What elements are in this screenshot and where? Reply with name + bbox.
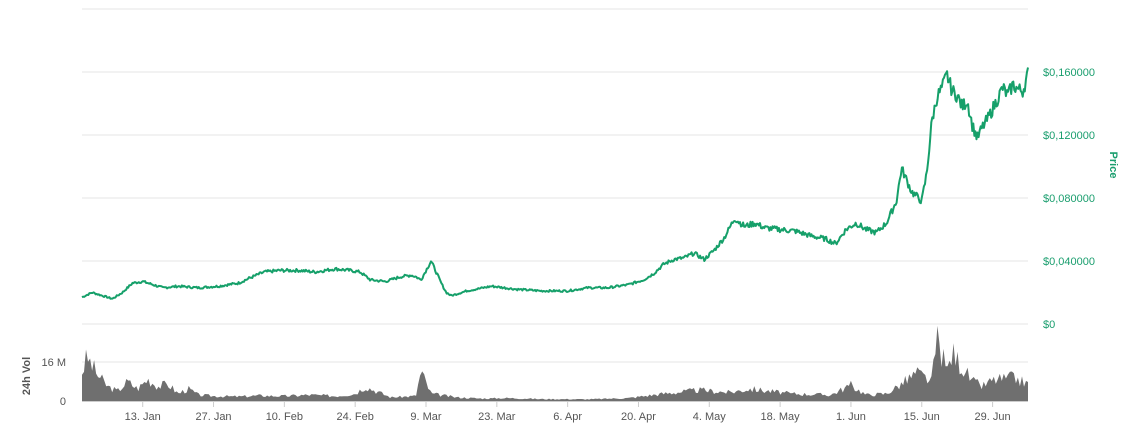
volume-area[interactable] — [82, 325, 1028, 401]
x-tick-label: 20. Apr — [621, 411, 656, 423]
x-tick-label: 24. Feb — [337, 411, 374, 423]
x-tick-label: 15. Jun — [904, 411, 940, 423]
volume-axis-ticks: 0 16 M — [42, 357, 66, 408]
price-gridlines — [82, 8, 1028, 325]
volume-tick-label: 0 — [60, 396, 66, 408]
price-tick-label: $0,040000 — [1043, 256, 1095, 268]
x-tick-label: 29. Jun — [975, 411, 1011, 423]
price-tick-label: $0,160000 — [1043, 67, 1095, 79]
volume-axis-title: 24h Vol — [21, 357, 33, 395]
volume-bars — [82, 325, 1028, 401]
price-series-line[interactable] — [81, 67, 1029, 300]
price-axis-title: Price — [1107, 152, 1119, 179]
price-tick-label: $0,080000 — [1043, 193, 1095, 205]
x-tick-label: 23. Mar — [478, 411, 516, 423]
x-tick-label: 6. Apr — [553, 411, 582, 423]
x-tick-label: 18. May — [761, 411, 801, 423]
x-tick-label: 27. Jan — [195, 411, 231, 423]
volume-tick-label: 16 M — [42, 357, 66, 369]
x-tick-label: 10. Feb — [266, 411, 303, 423]
price-tick-label: $0 — [1043, 319, 1055, 331]
x-tick-label: 4. May — [693, 411, 727, 423]
x-tick-label: 9. Mar — [410, 411, 442, 423]
x-tick-label: 13. Jan — [125, 411, 161, 423]
price-axis-ticks: $0 $0,040000 $0,080000 $0,120000 $0,160000 — [1043, 67, 1095, 331]
price-tick-label: $0,120000 — [1043, 130, 1095, 142]
x-tick-label: 1. Jun — [836, 411, 866, 423]
x-axis-ticks: 13. Jan 27. Jan 10. Feb 24. Feb 9. Mar 23. Ma… — [82, 401, 1028, 423]
